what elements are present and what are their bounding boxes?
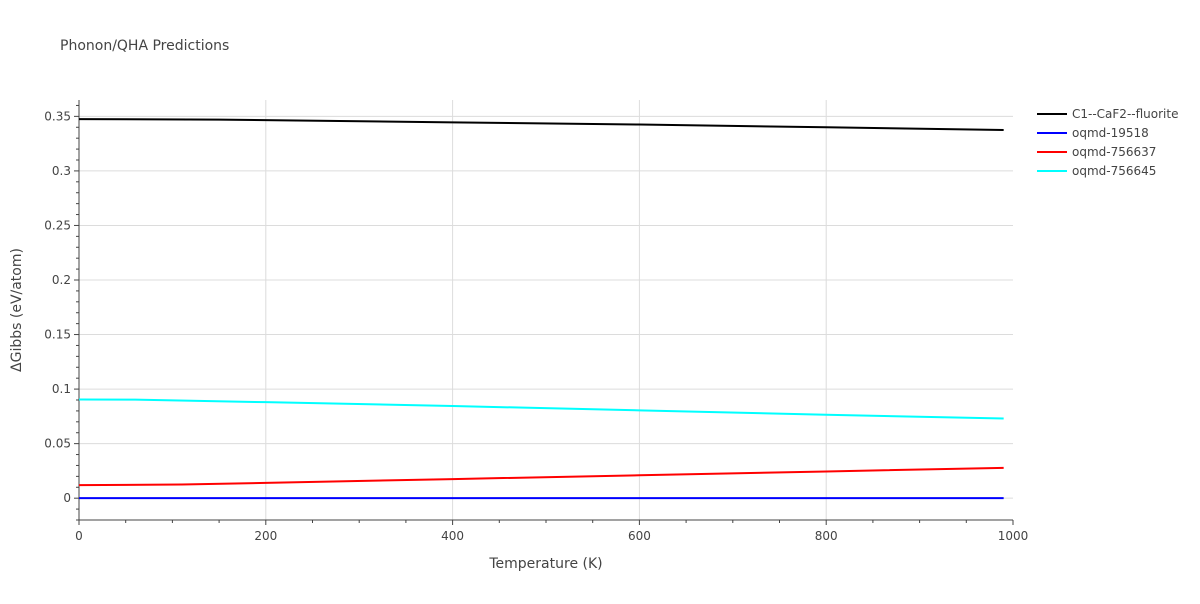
x-tick-label: 400 [441,529,464,543]
y-tick-label: 0 [63,491,71,505]
legend[interactable]: C1--CaF2--fluorite oqmd-19518 oqmd-756637 o… [1037,107,1178,178]
x-tick-label: 1000 [998,529,1029,543]
legend-label: oqmd-19518 [1072,126,1149,140]
legend-item-3[interactable]: oqmd-756637 [1037,145,1156,159]
series-layer [78,118,1004,500]
y-axis-title: ΔGibbs (eV/atom) [9,248,25,372]
x-tick-label: 0 [75,529,83,543]
y-tick-label: 0.15 [44,328,71,342]
y-tick-label: 0.2 [52,273,71,287]
legend-item-1[interactable]: C1--CaF2--fluorite [1037,107,1178,121]
y-tick-label: 0.3 [52,164,71,178]
series-line-4[interactable] [78,398,1004,420]
legend-label: C1--CaF2--fluorite [1072,107,1178,121]
y-tick-label: 0.1 [52,382,71,396]
y-tick-label: 0.05 [44,437,71,451]
series-line-1[interactable] [78,118,1004,131]
x-axis-title: Temperature (K) [488,556,602,572]
legend-label: oqmd-756637 [1072,145,1156,159]
axis-layer: 0 200 400 600 800 1000 0 0.05 0.1 0.15 0.2 0.25 0.3 0… [44,100,1028,543]
x-tick-label: 200 [254,529,277,543]
series-line-3[interactable] [78,466,1004,487]
x-tick-label: 600 [628,529,651,543]
chart-title: Phonon/QHA Predictions [60,38,229,54]
y-tick-label: 0.35 [44,109,71,123]
x-tick-label: 800 [815,529,838,543]
legend-item-4[interactable]: oqmd-756645 [1037,164,1156,178]
y-tick-label: 0.25 [44,218,71,232]
legend-item-2[interactable]: oqmd-19518 [1037,126,1149,140]
legend-label: oqmd-756645 [1072,164,1156,178]
